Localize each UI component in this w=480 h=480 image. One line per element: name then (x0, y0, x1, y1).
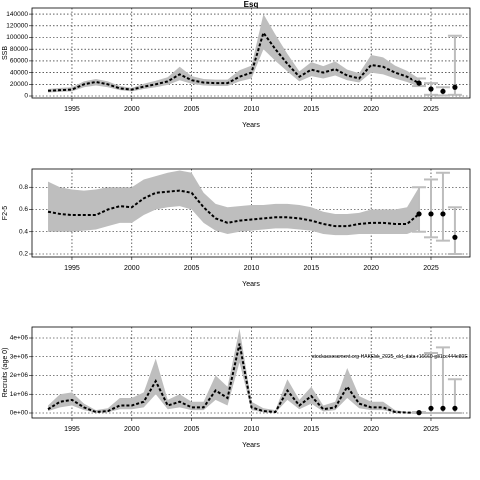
projection-point (452, 84, 458, 90)
x-tick-label: 2025 (423, 106, 439, 113)
x-tick-label: 1995 (64, 426, 80, 433)
x-tick-label: 2000 (124, 426, 140, 433)
y-tick-label: 100000 (6, 34, 28, 41)
plot-frame (31, 7, 471, 99)
annotation: stockassessment.org-HAKEbk_2025_old_data… (312, 354, 468, 360)
projection-point (428, 405, 434, 411)
x-tick-label: 1995 (64, 106, 80, 113)
projection-point (440, 405, 446, 411)
confidence-band (48, 170, 420, 236)
x-tick-label: 2000 (124, 265, 140, 272)
y-tick-label: 80000 (10, 46, 28, 53)
chart-title: Esq (244, 0, 259, 9)
projection-point (452, 234, 458, 240)
x-tick-label: 1995 (64, 265, 80, 272)
y-tick-label: 60000 (10, 58, 28, 65)
y-tick-label: 0.2 (19, 251, 28, 258)
x-tick-label: 2015 (304, 426, 320, 433)
y-tick-label: 1e+06 (10, 391, 29, 398)
x-tick-label: 2010 (244, 265, 260, 272)
x-tick-label: 2020 (363, 426, 379, 433)
estimate-line (47, 343, 420, 414)
y-tick-label: 140000 (6, 11, 28, 18)
x-axis-label: Years (242, 281, 260, 288)
projection-point (440, 88, 446, 94)
y-tick-label: 0.4 (19, 228, 28, 235)
plot-frame (31, 326, 471, 419)
y-tick-label: 0 (24, 93, 28, 100)
y-tick-label: 0.8 (19, 184, 28, 191)
x-axis-label: Years (242, 442, 260, 449)
x-tick-label: 2020 (363, 106, 379, 113)
projection-point (452, 405, 458, 411)
x-tick-label: 2005 (184, 265, 200, 272)
projection-point (428, 211, 434, 217)
x-tick-label: 2015 (304, 265, 320, 272)
y-tick-label: 0.6 (19, 206, 28, 213)
projection-point (428, 86, 434, 92)
y-axis-label: F2-5 (2, 206, 9, 221)
projection-point (416, 211, 422, 217)
x-tick-label: 2025 (423, 265, 439, 272)
x-tick-label: 2005 (184, 106, 200, 113)
projection-point (416, 80, 422, 86)
y-tick-label: 120000 (6, 23, 28, 30)
x-tick-label: 2000 (124, 106, 140, 113)
x-tick-label: 2015 (304, 106, 320, 113)
plot-frame (31, 168, 471, 258)
y-axis-label: SSB (2, 46, 9, 60)
x-tick-label: 2010 (244, 426, 260, 433)
y-tick-label: 2e+06 (10, 372, 29, 379)
x-tick-label: 2010 (244, 106, 260, 113)
y-tick-label: 3e+06 (10, 353, 29, 360)
y-tick-label: 20000 (10, 81, 28, 88)
x-axis-label: Years (242, 122, 260, 129)
x-tick-label: 2005 (184, 426, 200, 433)
confidence-band (48, 14, 420, 93)
y-tick-label: 0e+00 (10, 410, 29, 417)
x-tick-label: 2025 (423, 426, 439, 433)
y-tick-label: 4e+06 (10, 335, 29, 342)
y-tick-label: 40000 (10, 69, 28, 76)
projection-point (440, 211, 446, 217)
projection-point (416, 410, 422, 416)
y-axis-label: Recruits (age 0) (2, 348, 9, 398)
confidence-band (48, 328, 420, 413)
x-tick-label: 2020 (363, 265, 379, 272)
